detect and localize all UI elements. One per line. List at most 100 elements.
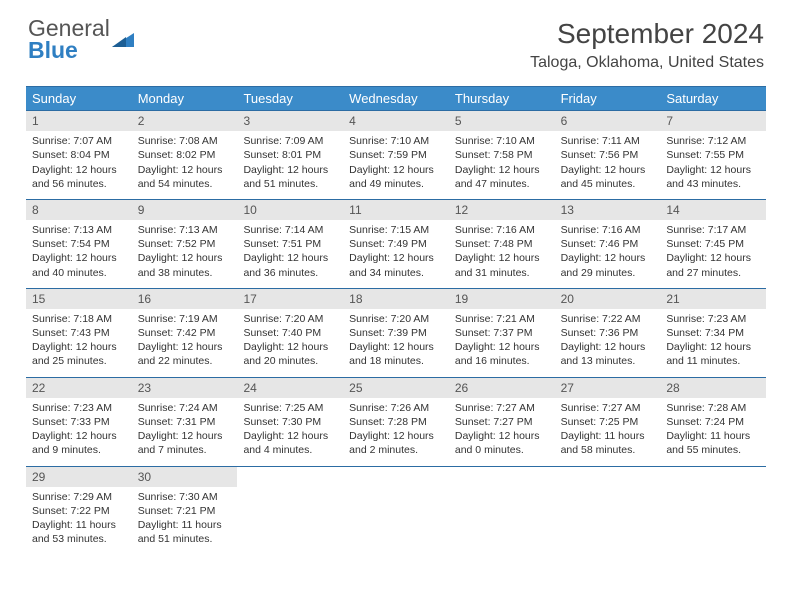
daylight-text: and 51 minutes.: [138, 532, 232, 546]
day-body: Sunrise: 7:23 AMSunset: 7:33 PMDaylight:…: [26, 398, 132, 466]
sunset-text: Sunset: 7:46 PM: [561, 237, 655, 251]
daylight-text: and 27 minutes.: [666, 266, 760, 280]
sunset-text: Sunset: 7:22 PM: [32, 504, 126, 518]
daylight-text: Daylight: 12 hours: [138, 340, 232, 354]
daylight-text: and 25 minutes.: [32, 354, 126, 368]
sunrise-text: Sunrise: 7:12 AM: [666, 134, 760, 148]
dow-header: Wednesday: [343, 87, 449, 110]
daylight-text: and 16 minutes.: [455, 354, 549, 368]
day-body: Sunrise: 7:27 AMSunset: 7:25 PMDaylight:…: [555, 398, 661, 466]
day-body: Sunrise: 7:29 AMSunset: 7:22 PMDaylight:…: [26, 487, 132, 555]
daylight-text: Daylight: 12 hours: [243, 429, 337, 443]
daylight-text: and 9 minutes.: [32, 443, 126, 457]
day-cell: 29Sunrise: 7:29 AMSunset: 7:22 PMDayligh…: [26, 467, 132, 555]
day-body: Sunrise: 7:16 AMSunset: 7:48 PMDaylight:…: [449, 220, 555, 288]
sunrise-text: Sunrise: 7:21 AM: [455, 312, 549, 326]
day-body: Sunrise: 7:13 AMSunset: 7:52 PMDaylight:…: [132, 220, 238, 288]
day-cell: 26Sunrise: 7:27 AMSunset: 7:27 PMDayligh…: [449, 378, 555, 466]
day-body: Sunrise: 7:18 AMSunset: 7:43 PMDaylight:…: [26, 309, 132, 377]
sunrise-text: Sunrise: 7:24 AM: [138, 401, 232, 415]
daylight-text: and 2 minutes.: [349, 443, 443, 457]
day-number: 22: [26, 378, 132, 398]
sunset-text: Sunset: 7:24 PM: [666, 415, 760, 429]
day-cell: 2Sunrise: 7:08 AMSunset: 8:02 PMDaylight…: [132, 111, 238, 199]
day-number: 12: [449, 200, 555, 220]
dow-header: Sunday: [26, 87, 132, 110]
sunset-text: Sunset: 7:21 PM: [138, 504, 232, 518]
sunset-text: Sunset: 7:33 PM: [32, 415, 126, 429]
day-number: 19: [449, 289, 555, 309]
daylight-text: Daylight: 12 hours: [349, 251, 443, 265]
sunset-text: Sunset: 7:42 PM: [138, 326, 232, 340]
sunset-text: Sunset: 7:52 PM: [138, 237, 232, 251]
day-cell: 1Sunrise: 7:07 AMSunset: 8:04 PMDaylight…: [26, 111, 132, 199]
daylight-text: and 56 minutes.: [32, 177, 126, 191]
sunrise-text: Sunrise: 7:08 AM: [138, 134, 232, 148]
sunrise-text: Sunrise: 7:10 AM: [455, 134, 549, 148]
daylight-text: Daylight: 12 hours: [32, 340, 126, 354]
day-body: Sunrise: 7:13 AMSunset: 7:54 PMDaylight:…: [26, 220, 132, 288]
sunset-text: Sunset: 7:58 PM: [455, 148, 549, 162]
day-number: 18: [343, 289, 449, 309]
daylight-text: Daylight: 12 hours: [349, 340, 443, 354]
sunset-text: Sunset: 8:04 PM: [32, 148, 126, 162]
day-body: Sunrise: 7:30 AMSunset: 7:21 PMDaylight:…: [132, 487, 238, 555]
sunrise-text: Sunrise: 7:19 AM: [138, 312, 232, 326]
day-cell: 15Sunrise: 7:18 AMSunset: 7:43 PMDayligh…: [26, 289, 132, 377]
day-body: Sunrise: 7:14 AMSunset: 7:51 PMDaylight:…: [237, 220, 343, 288]
daylight-text: and 29 minutes.: [561, 266, 655, 280]
sunset-text: Sunset: 8:02 PM: [138, 148, 232, 162]
daylight-text: Daylight: 12 hours: [243, 340, 337, 354]
day-body: Sunrise: 7:07 AMSunset: 8:04 PMDaylight:…: [26, 131, 132, 199]
sunset-text: Sunset: 7:39 PM: [349, 326, 443, 340]
day-body: Sunrise: 7:11 AMSunset: 7:56 PMDaylight:…: [555, 131, 661, 199]
day-cell: [343, 467, 449, 555]
day-body: Sunrise: 7:24 AMSunset: 7:31 PMDaylight:…: [132, 398, 238, 466]
daylight-text: and 38 minutes.: [138, 266, 232, 280]
daylight-text: Daylight: 12 hours: [561, 251, 655, 265]
day-number: 10: [237, 200, 343, 220]
sunrise-text: Sunrise: 7:23 AM: [32, 401, 126, 415]
dow-header: Friday: [555, 87, 661, 110]
sunrise-text: Sunrise: 7:13 AM: [138, 223, 232, 237]
logo-mark-icon: [112, 29, 138, 51]
daylight-text: and 7 minutes.: [138, 443, 232, 457]
sunset-text: Sunset: 7:36 PM: [561, 326, 655, 340]
daylight-text: and 18 minutes.: [349, 354, 443, 368]
month-title: September 2024: [530, 18, 764, 50]
sunrise-text: Sunrise: 7:14 AM: [243, 223, 337, 237]
day-body: Sunrise: 7:10 AMSunset: 7:59 PMDaylight:…: [343, 131, 449, 199]
day-number: 21: [660, 289, 766, 309]
day-number: 13: [555, 200, 661, 220]
sunrise-text: Sunrise: 7:09 AM: [243, 134, 337, 148]
sunrise-text: Sunrise: 7:27 AM: [455, 401, 549, 415]
daylight-text: and 54 minutes.: [138, 177, 232, 191]
weeks: 1Sunrise: 7:07 AMSunset: 8:04 PMDaylight…: [26, 110, 766, 554]
daylight-text: Daylight: 12 hours: [455, 340, 549, 354]
day-cell: 25Sunrise: 7:26 AMSunset: 7:28 PMDayligh…: [343, 378, 449, 466]
daylight-text: Daylight: 12 hours: [138, 251, 232, 265]
day-cell: 28Sunrise: 7:28 AMSunset: 7:24 PMDayligh…: [660, 378, 766, 466]
day-body: Sunrise: 7:21 AMSunset: 7:37 PMDaylight:…: [449, 309, 555, 377]
sunset-text: Sunset: 7:54 PM: [32, 237, 126, 251]
sunrise-text: Sunrise: 7:16 AM: [561, 223, 655, 237]
day-cell: [555, 467, 661, 555]
daylight-text: and 34 minutes.: [349, 266, 443, 280]
sunrise-text: Sunrise: 7:29 AM: [32, 490, 126, 504]
day-number: 16: [132, 289, 238, 309]
dow-header: Monday: [132, 87, 238, 110]
day-cell: 4Sunrise: 7:10 AMSunset: 7:59 PMDaylight…: [343, 111, 449, 199]
daylight-text: Daylight: 11 hours: [666, 429, 760, 443]
day-number: 20: [555, 289, 661, 309]
sunset-text: Sunset: 7:31 PM: [138, 415, 232, 429]
sunrise-text: Sunrise: 7:23 AM: [666, 312, 760, 326]
sunrise-text: Sunrise: 7:17 AM: [666, 223, 760, 237]
sunrise-text: Sunrise: 7:28 AM: [666, 401, 760, 415]
sunrise-text: Sunrise: 7:27 AM: [561, 401, 655, 415]
day-cell: 13 Sunrise: 7:16 AMSunset: 7:46 PMDayligh…: [555, 200, 661, 288]
sunrise-text: Sunrise: 7:15 AM: [349, 223, 443, 237]
daylight-text: Daylight: 12 hours: [561, 340, 655, 354]
daylight-text: and 0 minutes.: [455, 443, 549, 457]
week-row: 22Sunrise: 7:23 AMSunset: 7:33 PMDayligh…: [26, 377, 766, 466]
day-cell: 16 Sunrise: 7:19 AMSunset: 7:42 PMDayligh…: [132, 289, 238, 377]
